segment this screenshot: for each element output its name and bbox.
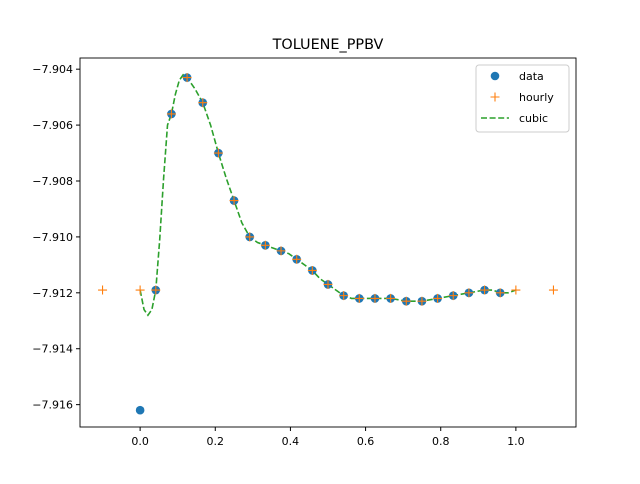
legend-data-marker	[490, 71, 500, 81]
hourly-point	[245, 232, 255, 242]
hourly-point	[448, 291, 458, 301]
legend-label-cubic: cubic	[519, 112, 548, 125]
hourly-point	[386, 293, 396, 303]
hourly-point	[323, 279, 333, 289]
hourly-point	[548, 285, 558, 295]
y-tick-label: −7.910	[32, 231, 73, 244]
hourly-point	[166, 109, 176, 119]
y-tick-label: −7.914	[32, 343, 73, 356]
hourly-point	[135, 285, 145, 295]
x-tick-label: 0.6	[357, 435, 375, 448]
hourly-point	[292, 254, 302, 264]
legend-label-hourly: hourly	[519, 91, 554, 104]
y-tick-label: −7.916	[32, 399, 73, 412]
legend-box	[475, 64, 570, 133]
x-tick-label: 0.0	[131, 435, 149, 448]
hourly-point	[433, 293, 443, 303]
axes: 0.0 0.2 0.4 0.6 0.8 1.0 −7.904 −7.906 −7.908 −7.9…	[32, 57, 577, 448]
axes-frame	[79, 57, 577, 428]
x-tick-label: 0.2	[207, 435, 225, 448]
hourly-point	[495, 288, 505, 298]
hourly-point	[370, 293, 380, 303]
y-tick-label: −7.908	[32, 175, 73, 188]
chart-title: TOLUENE_PPBV	[272, 37, 384, 53]
hourly-point	[480, 285, 490, 295]
hourly-point	[229, 196, 239, 206]
hourly-point	[401, 296, 411, 306]
hourly-point	[260, 240, 270, 250]
hourly-point	[98, 285, 108, 295]
plot-area	[98, 73, 558, 415]
hourly-point	[511, 285, 521, 295]
y-tick-label: −7.906	[32, 119, 73, 132]
hourly-point	[417, 296, 427, 306]
hourly-point	[213, 148, 223, 158]
hourly-point	[276, 246, 286, 256]
hourly-point	[339, 291, 349, 301]
legend-label-data: data	[519, 70, 544, 83]
hourly-point	[198, 98, 208, 108]
y-tick-label: −7.912	[32, 287, 73, 300]
y-tick-label: −7.904	[32, 63, 73, 76]
data-point	[135, 405, 145, 415]
hourly-point	[464, 288, 474, 298]
hourly-point	[151, 285, 161, 295]
x-tick-label: 1.0	[507, 435, 525, 448]
hourly-point	[307, 265, 317, 275]
hourly-point	[182, 73, 192, 83]
legend-hourly-marker	[490, 92, 500, 102]
x-tick-label: 0.8	[432, 435, 450, 448]
hourly-point	[354, 293, 364, 303]
legend: data hourly cubic	[475, 64, 570, 133]
x-tick-label: 0.4	[282, 435, 300, 448]
